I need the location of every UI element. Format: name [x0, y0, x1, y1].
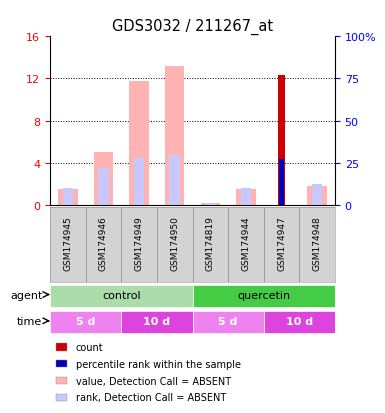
- Text: count: count: [76, 342, 103, 352]
- Bar: [228, 207, 264, 282]
- Bar: [264, 207, 300, 282]
- Bar: [50, 207, 85, 282]
- Text: value, Detection Call = ABSENT: value, Detection Call = ABSENT: [76, 375, 231, 386]
- Bar: [58, 190, 78, 205]
- Text: 5 d: 5 d: [76, 316, 95, 326]
- Text: GDS3032 / 211267_at: GDS3032 / 211267_at: [112, 19, 273, 35]
- Text: quercetin: quercetin: [237, 290, 290, 300]
- Text: rank, Detection Call = ABSENT: rank, Detection Call = ABSENT: [76, 392, 226, 402]
- Bar: [121, 311, 192, 333]
- Bar: [264, 311, 335, 333]
- Text: 5 d: 5 d: [218, 316, 238, 326]
- Bar: [98, 169, 109, 205]
- Bar: [192, 207, 228, 282]
- Bar: [192, 285, 335, 307]
- Text: GSM174949: GSM174949: [135, 216, 144, 271]
- Text: control: control: [102, 290, 141, 300]
- Bar: [94, 153, 113, 205]
- Bar: [300, 207, 335, 282]
- Bar: [129, 81, 149, 205]
- Bar: [56, 344, 67, 351]
- Bar: [192, 311, 264, 333]
- Bar: [56, 360, 67, 368]
- Bar: [56, 377, 67, 384]
- Text: GSM174948: GSM174948: [313, 216, 321, 271]
- Bar: [279, 159, 284, 205]
- Text: percentile rank within the sample: percentile rank within the sample: [76, 359, 241, 369]
- Bar: [50, 311, 121, 333]
- Bar: [134, 158, 144, 205]
- Text: GSM174944: GSM174944: [241, 216, 250, 271]
- Text: agent: agent: [10, 290, 42, 300]
- Bar: [50, 285, 192, 307]
- Text: GSM174947: GSM174947: [277, 216, 286, 271]
- Bar: [205, 204, 216, 205]
- Text: GSM174819: GSM174819: [206, 216, 215, 271]
- Text: GSM174946: GSM174946: [99, 216, 108, 271]
- Bar: [165, 66, 184, 205]
- Bar: [236, 190, 256, 205]
- Bar: [169, 156, 180, 205]
- Bar: [157, 207, 192, 282]
- Bar: [307, 187, 327, 205]
- Text: time: time: [17, 316, 42, 326]
- Text: 10 d: 10 d: [286, 316, 313, 326]
- Bar: [62, 189, 73, 205]
- Text: 10 d: 10 d: [143, 316, 171, 326]
- Text: GSM174950: GSM174950: [170, 216, 179, 271]
- Bar: [241, 189, 251, 205]
- Bar: [312, 185, 323, 205]
- Bar: [278, 76, 285, 205]
- Bar: [85, 207, 121, 282]
- Bar: [201, 204, 220, 205]
- Text: GSM174945: GSM174945: [64, 216, 72, 271]
- Bar: [56, 394, 67, 401]
- Bar: [121, 207, 157, 282]
